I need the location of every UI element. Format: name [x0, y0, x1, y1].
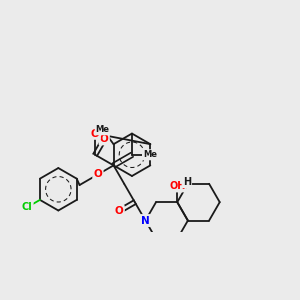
Text: O: O	[115, 206, 124, 216]
Text: Cl: Cl	[22, 202, 32, 212]
Text: H: H	[183, 177, 191, 187]
Text: Me: Me	[143, 150, 157, 159]
Text: O: O	[100, 134, 109, 144]
Text: N: N	[141, 215, 150, 226]
Text: O: O	[91, 128, 100, 139]
Text: O: O	[94, 169, 102, 179]
Text: OH: OH	[169, 181, 185, 191]
Text: N: N	[141, 215, 150, 226]
Text: Me: Me	[96, 125, 110, 134]
